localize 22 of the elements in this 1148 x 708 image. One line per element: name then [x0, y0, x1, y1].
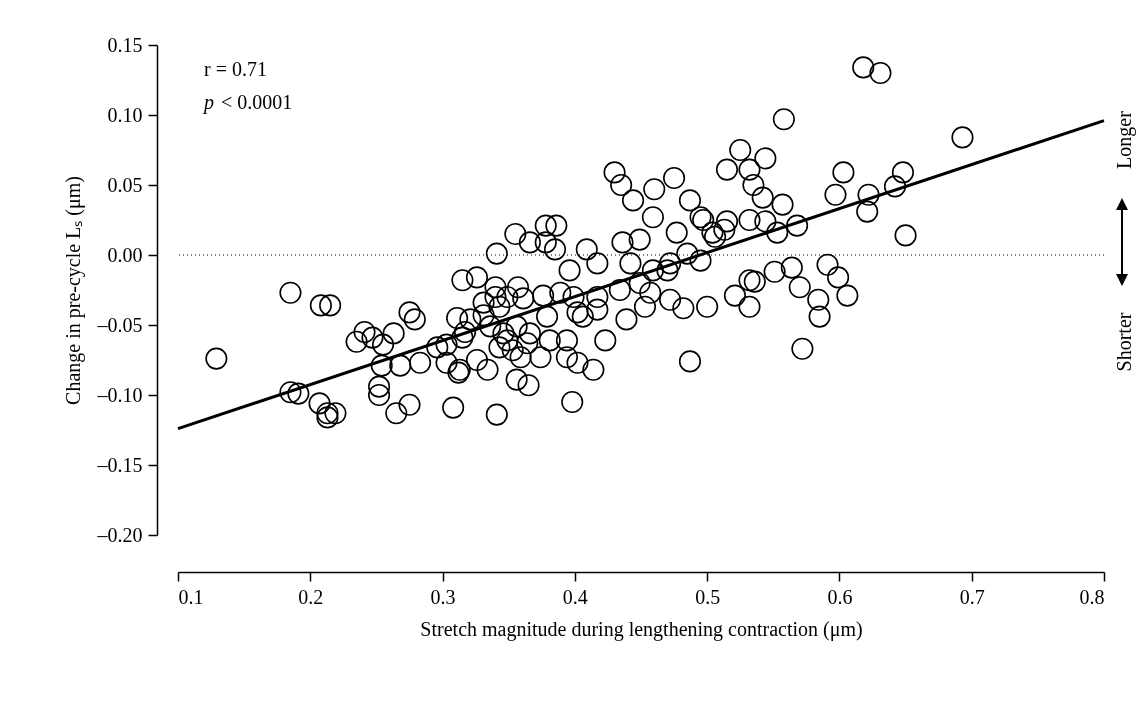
y-tick-label: –0.10: [96, 383, 143, 406]
y-tick-label: –0.05: [96, 313, 143, 336]
x-tick-label: 0.1: [178, 585, 204, 608]
annotation: p < 0.0001: [202, 91, 293, 114]
y-axis-title: Change in pre-cycle Lₛ (μm): [61, 176, 85, 405]
x-tick-label: 0.3: [430, 585, 456, 608]
y-tick-label: –0.20: [96, 523, 143, 546]
y-tick-label: 0.10: [107, 103, 143, 126]
y-tick-label: 0.05: [107, 173, 143, 196]
annotation: r = 0.71: [204, 58, 267, 80]
x-tick-label: 0.4: [562, 585, 588, 608]
x-tick-label: 0.6: [827, 585, 853, 608]
x-tick-label: 0.5: [695, 585, 721, 608]
y-tick-label: 0.15: [107, 33, 143, 56]
text: Shorter: [1113, 312, 1135, 372]
y-tick-label: 0.00: [107, 243, 143, 266]
text: Longer: [1113, 110, 1136, 169]
x-axis-title: Stretch magnitude during lengthening contraction (μm): [420, 617, 863, 641]
y-tick-label: –0.15: [96, 453, 143, 476]
x-tick-label: 0.8: [1079, 585, 1105, 608]
x-tick-label: 0.7: [959, 585, 985, 608]
x-tick-label: 0.2: [298, 585, 324, 608]
